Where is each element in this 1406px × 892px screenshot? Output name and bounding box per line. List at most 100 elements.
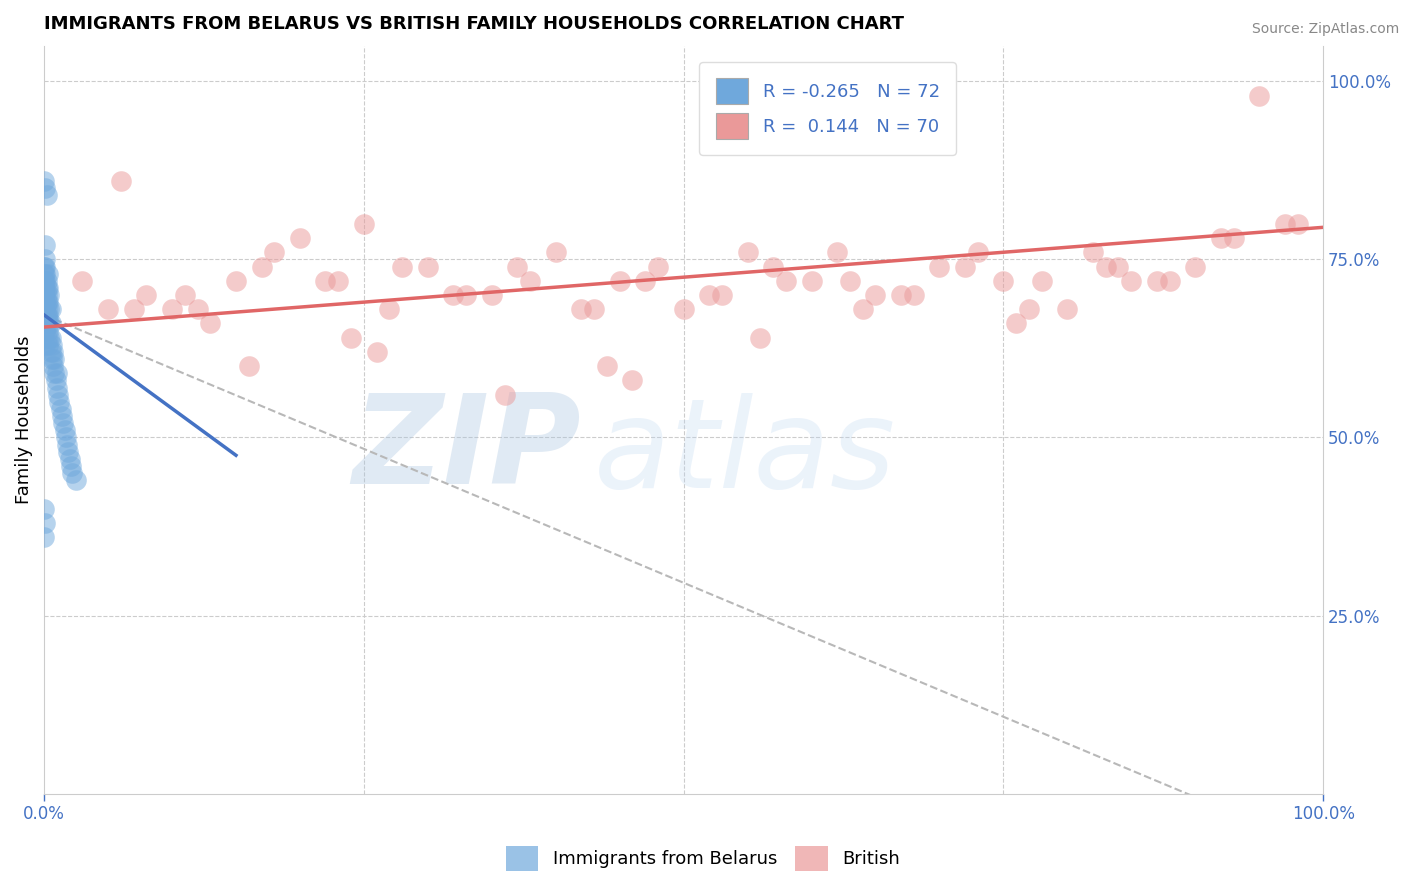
Point bbox=[583, 302, 606, 317]
Point bbox=[32, 324, 55, 338]
Point bbox=[38, 302, 60, 317]
Point bbox=[55, 430, 77, 444]
Point bbox=[1146, 274, 1168, 288]
Point bbox=[32, 530, 55, 544]
Point bbox=[35, 331, 58, 345]
Point bbox=[200, 317, 222, 331]
Point bbox=[953, 260, 976, 274]
Point bbox=[59, 458, 82, 473]
Point bbox=[890, 288, 912, 302]
Point bbox=[34, 252, 56, 267]
Point bbox=[596, 359, 619, 374]
Point bbox=[263, 245, 285, 260]
Point bbox=[1222, 231, 1244, 245]
Point bbox=[34, 281, 56, 295]
Point bbox=[173, 288, 195, 302]
Point bbox=[42, 359, 65, 374]
Y-axis label: Family Households: Family Households bbox=[15, 335, 32, 504]
Point bbox=[1121, 274, 1143, 288]
Point bbox=[353, 217, 375, 231]
Point bbox=[1031, 274, 1053, 288]
Point bbox=[569, 302, 592, 317]
Point bbox=[35, 281, 58, 295]
Point bbox=[506, 260, 529, 274]
Text: IMMIGRANTS FROM BELARUS VS BRITISH FAMILY HOUSEHOLDS CORRELATION CHART: IMMIGRANTS FROM BELARUS VS BRITISH FAMIL… bbox=[44, 15, 904, 33]
Point bbox=[288, 231, 311, 245]
Point bbox=[519, 274, 541, 288]
Point bbox=[1209, 231, 1232, 245]
Point bbox=[45, 374, 67, 388]
Point bbox=[53, 423, 76, 437]
Point bbox=[1274, 217, 1296, 231]
Point bbox=[46, 388, 69, 402]
Point bbox=[1094, 260, 1116, 274]
Point bbox=[1056, 302, 1078, 317]
Point bbox=[762, 260, 785, 274]
Point bbox=[647, 260, 669, 274]
Point bbox=[35, 288, 58, 302]
Point bbox=[38, 317, 60, 331]
Point bbox=[838, 274, 860, 288]
Point bbox=[481, 288, 503, 302]
Text: Source: ZipAtlas.com: Source: ZipAtlas.com bbox=[1251, 22, 1399, 37]
Point bbox=[44, 352, 66, 367]
Point bbox=[34, 181, 56, 195]
Point bbox=[775, 274, 797, 288]
Point bbox=[634, 274, 657, 288]
Point bbox=[903, 288, 925, 302]
Point bbox=[34, 295, 56, 310]
Point bbox=[238, 359, 260, 374]
Point bbox=[34, 267, 56, 281]
Point bbox=[35, 302, 58, 317]
Point bbox=[45, 381, 67, 395]
Point bbox=[34, 260, 56, 274]
Text: atlas: atlas bbox=[595, 392, 896, 514]
Point bbox=[37, 281, 59, 295]
Point bbox=[544, 245, 567, 260]
Point bbox=[328, 274, 350, 288]
Point bbox=[928, 260, 950, 274]
Point bbox=[48, 395, 70, 409]
Point bbox=[110, 174, 132, 188]
Point bbox=[41, 338, 63, 352]
Point bbox=[749, 331, 772, 345]
Point bbox=[32, 501, 55, 516]
Point bbox=[52, 416, 75, 430]
Point bbox=[32, 295, 55, 310]
Point bbox=[58, 444, 80, 458]
Point bbox=[97, 302, 120, 317]
Point bbox=[56, 437, 79, 451]
Point bbox=[59, 451, 82, 466]
Point bbox=[672, 302, 695, 317]
Point bbox=[39, 317, 62, 331]
Point bbox=[711, 288, 734, 302]
Point bbox=[35, 295, 58, 310]
Point bbox=[315, 274, 337, 288]
Point bbox=[49, 402, 72, 417]
Point bbox=[32, 281, 55, 295]
Point bbox=[825, 245, 848, 260]
Point bbox=[250, 260, 273, 274]
Point bbox=[32, 260, 55, 274]
Point bbox=[366, 345, 388, 359]
Point bbox=[34, 310, 56, 324]
Point bbox=[865, 288, 887, 302]
Point bbox=[737, 245, 759, 260]
Point bbox=[72, 274, 94, 288]
Point bbox=[51, 409, 73, 423]
Point bbox=[37, 295, 59, 310]
Text: ZIP: ZIP bbox=[353, 389, 581, 510]
Point bbox=[1081, 245, 1104, 260]
Point bbox=[160, 302, 183, 317]
Point bbox=[1286, 217, 1309, 231]
Point bbox=[34, 274, 56, 288]
Point bbox=[697, 288, 720, 302]
Point bbox=[1184, 260, 1206, 274]
Point bbox=[609, 274, 631, 288]
Point bbox=[37, 267, 59, 281]
Point bbox=[44, 367, 66, 381]
Point bbox=[35, 317, 58, 331]
Point bbox=[35, 274, 58, 288]
Point bbox=[852, 302, 875, 317]
Point bbox=[966, 245, 988, 260]
